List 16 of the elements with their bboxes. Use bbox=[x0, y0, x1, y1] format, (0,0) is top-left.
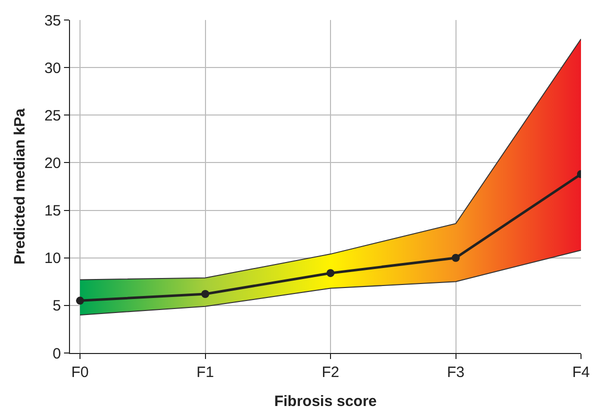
y-tick-label: 0 bbox=[52, 345, 61, 362]
y-tick-label: 20 bbox=[44, 154, 61, 172]
y-tick-label: 25 bbox=[44, 107, 61, 124]
y-tick-label: 10 bbox=[44, 250, 61, 268]
y-tick-label: 15 bbox=[44, 202, 61, 220]
y-tick-label: 30 bbox=[44, 60, 61, 77]
y-axis-title: Predicted median kPa bbox=[12, 108, 29, 264]
line-series bbox=[80, 250, 581, 316]
x-tick-label: F3 bbox=[446, 364, 465, 381]
y-tick-label: 5 bbox=[52, 298, 61, 315]
x-tick-label: F0 bbox=[71, 364, 89, 381]
x-tick-label: F1 bbox=[196, 364, 214, 381]
x-tick-label: F4 bbox=[572, 364, 590, 381]
y-tick-label: 35 bbox=[44, 12, 61, 30]
x-axis-title: Fibrosis score bbox=[274, 393, 377, 410]
x-tick-label: F2 bbox=[322, 364, 340, 381]
